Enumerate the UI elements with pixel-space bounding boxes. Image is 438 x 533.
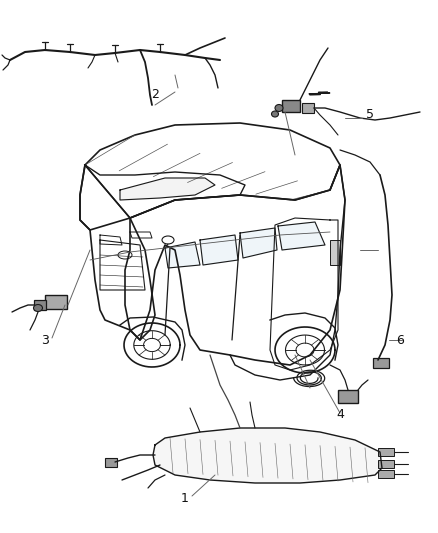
Bar [105, 458, 117, 467]
Bar [302, 103, 314, 113]
Bar [378, 470, 394, 478]
Bar [373, 358, 389, 368]
Text: 5: 5 [366, 109, 374, 122]
Text: 3: 3 [41, 334, 49, 346]
Bar [282, 100, 300, 112]
Text: 2: 2 [151, 88, 159, 101]
Bar [330, 240, 340, 265]
Text: 1: 1 [181, 491, 189, 505]
Ellipse shape [272, 111, 279, 117]
Bar [45, 295, 67, 309]
Ellipse shape [33, 304, 42, 311]
Text: 4: 4 [336, 408, 344, 422]
Bar [378, 448, 394, 456]
Polygon shape [120, 178, 215, 200]
Polygon shape [200, 235, 238, 265]
Polygon shape [278, 222, 325, 250]
Bar [338, 390, 358, 403]
Polygon shape [165, 242, 200, 268]
Bar [34, 300, 46, 310]
Ellipse shape [275, 104, 283, 111]
Polygon shape [240, 228, 277, 258]
Bar [378, 460, 394, 468]
Polygon shape [153, 428, 382, 483]
Text: 6: 6 [396, 334, 404, 346]
